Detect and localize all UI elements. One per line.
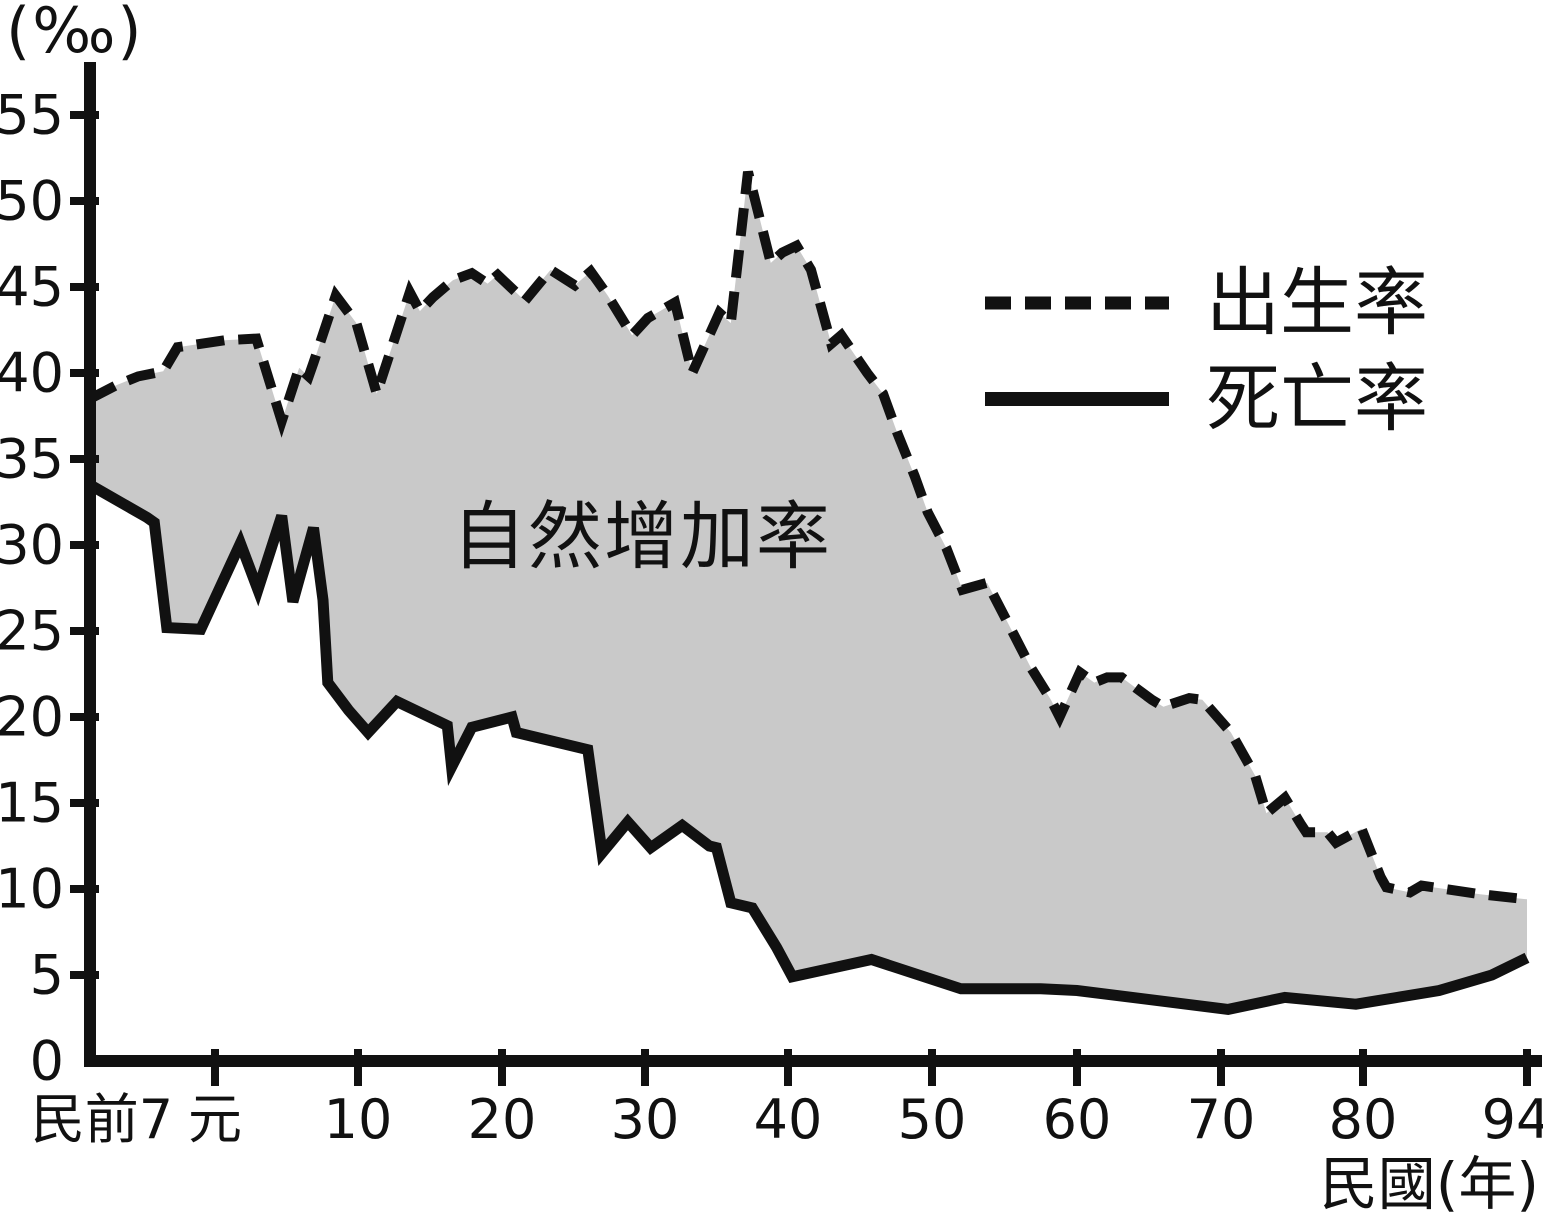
death-rate-line	[87, 480, 1530, 1015]
x-tick-label-10: 10	[324, 1088, 393, 1151]
y-tick-label-30: 30	[0, 514, 64, 577]
y-tick-label-35: 35	[0, 428, 64, 491]
legend: 出生率 死亡率	[982, 255, 1428, 447]
natural-increase-area-fill	[90, 171, 1527, 1010]
birth-rate-legend-label: 出生率	[1206, 260, 1428, 346]
y-tick-label-45: 45	[0, 256, 64, 319]
x-tick-label-元: 元	[188, 1088, 242, 1151]
y-tick-label-10: 10	[0, 858, 64, 921]
x-tick-label-30: 30	[611, 1088, 680, 1151]
legend-row-birth-rate: 出生率	[982, 255, 1428, 351]
y-tick-label-15: 15	[0, 772, 64, 835]
birth-rate-dashed-line-swatch	[985, 296, 1169, 310]
y-tick-label-55: 55	[0, 84, 64, 147]
y-tick-label-20: 20	[0, 686, 64, 749]
x-tick-label-60: 60	[1043, 1088, 1112, 1151]
y-tick-label-50: 50	[0, 170, 64, 233]
y-tick-label-40: 40	[0, 342, 64, 405]
x-tick-label-50: 50	[898, 1088, 967, 1151]
birth-rate-line	[87, 170, 1528, 905]
natural-increase-area-label: 自然增加率	[452, 494, 832, 580]
x-tick-label-80: 80	[1329, 1088, 1398, 1151]
x-axis-unit-label: 民國(年)	[1319, 1150, 1539, 1218]
x-tick-label-94: 94	[1482, 1088, 1543, 1151]
x-tick-label-40: 40	[754, 1088, 823, 1151]
death-rate-legend-label: 死亡率	[1206, 356, 1428, 442]
x-label-pre-era: 民前7	[31, 1088, 173, 1151]
y-tick-label-0: 0	[30, 1030, 64, 1093]
x-tick-label-70: 70	[1187, 1088, 1256, 1151]
death-rate-solid-line-swatch	[985, 392, 1169, 406]
x-tick-label-20: 20	[468, 1088, 537, 1151]
y-tick-label-25: 25	[0, 600, 64, 663]
y-axis-unit-label: (‰)	[6, 0, 144, 67]
legend-row-death-rate: 死亡率	[982, 351, 1428, 447]
y-tick-label-5: 5	[30, 944, 64, 1007]
